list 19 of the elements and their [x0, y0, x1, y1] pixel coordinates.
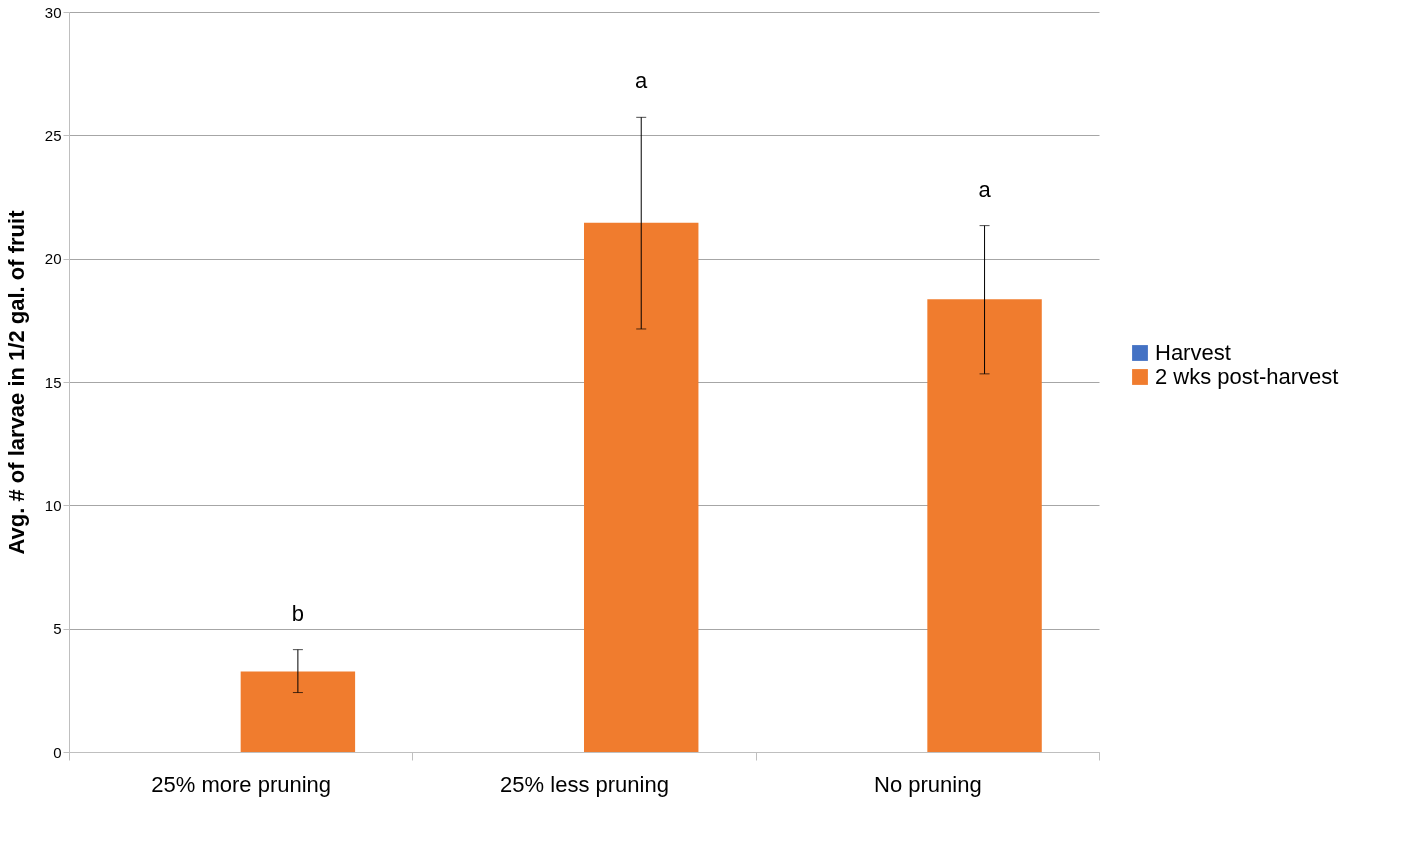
x-tick-label: 25% less pruning [500, 771, 669, 797]
annotation: a [635, 68, 649, 94]
y-tick-label: 15 [44, 373, 62, 391]
bar [584, 222, 699, 752]
y-axis-title: Avg. # of larvae in 1/2 gal. of fruit [3, 209, 29, 555]
y-tick-label: 25 [44, 126, 62, 144]
legend-label: 2 wks post-harvest [1155, 364, 1339, 389]
bar [927, 299, 1042, 752]
y-tick-label: 10 [44, 496, 62, 514]
legend-label: Harvest [1155, 340, 1231, 365]
y-tick-label: 5 [53, 620, 62, 638]
y-tick-label: 0 [53, 743, 62, 761]
y-tick-label: 20 [44, 250, 62, 268]
x-tick-label: No pruning [874, 771, 982, 797]
bar [240, 671, 356, 752]
x-tick-label: 25% more pruning [151, 771, 332, 797]
annotation: a [978, 176, 992, 202]
annotation: b [291, 600, 305, 626]
y-tick-label: 30 [44, 3, 62, 21]
